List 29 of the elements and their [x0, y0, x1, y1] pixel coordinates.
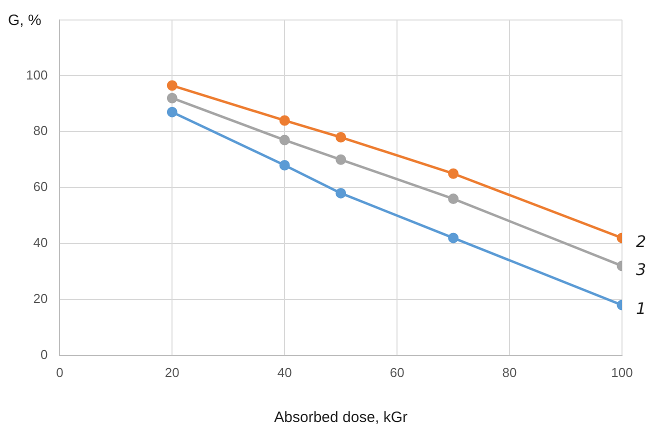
point — [279, 134, 290, 146]
y-axis-title: G, % — [8, 12, 42, 29]
point — [166, 80, 178, 91]
series-label: 1 — [636, 299, 646, 318]
point — [336, 132, 346, 143]
point — [448, 232, 459, 244]
y-tick-label: 40 — [33, 235, 48, 250]
x-tick-label: 80 — [502, 364, 517, 380]
x-tick-label: 40 — [277, 364, 292, 380]
x-axis-title: Absorbed dose, kGr — [274, 409, 408, 426]
y-tick-label: 0 — [40, 346, 48, 362]
point — [166, 92, 178, 104]
x-tick-label: 0 — [56, 364, 64, 380]
point — [279, 115, 290, 126]
y-tick-label: 80 — [33, 123, 48, 138]
point — [448, 168, 459, 179]
y-tick-label: 60 — [33, 179, 48, 194]
point — [279, 160, 290, 170]
y-tick-label: 100 — [26, 67, 48, 82]
x-tick-label: 60 — [390, 364, 404, 380]
series-label: 2 — [636, 232, 646, 252]
point — [336, 188, 346, 198]
y-tick-label: 20 — [33, 291, 48, 306]
point — [166, 106, 178, 118]
x-tick-label: 20 — [164, 364, 180, 380]
point — [448, 194, 459, 204]
x-tick-label: 100 — [611, 364, 633, 380]
point — [336, 154, 346, 165]
series-label: 3 — [636, 260, 646, 280]
